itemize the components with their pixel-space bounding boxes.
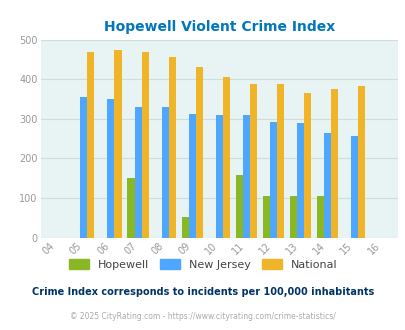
Bar: [303, 93, 310, 238]
Bar: [296, 123, 303, 238]
Bar: [168, 57, 175, 238]
Legend: Hopewell, New Jersey, National: Hopewell, New Jersey, National: [64, 255, 341, 274]
Bar: [107, 99, 114, 238]
Bar: [276, 84, 283, 238]
Bar: [323, 133, 330, 238]
Bar: [215, 115, 222, 238]
Bar: [195, 67, 202, 238]
Text: Crime Index corresponds to incidents per 100,000 inhabitants: Crime Index corresponds to incidents per…: [32, 287, 373, 297]
Bar: [330, 89, 337, 238]
Bar: [350, 136, 357, 238]
Bar: [161, 107, 168, 238]
Title: Hopewell Violent Crime Index: Hopewell Violent Crime Index: [103, 20, 334, 34]
Bar: [249, 84, 256, 238]
Bar: [114, 50, 121, 238]
Bar: [242, 115, 249, 238]
Bar: [316, 196, 323, 238]
Bar: [127, 178, 134, 238]
Bar: [289, 196, 296, 238]
Bar: [134, 107, 141, 238]
Bar: [357, 86, 364, 238]
Bar: [80, 97, 87, 238]
Bar: [141, 52, 148, 238]
Text: © 2025 CityRating.com - https://www.cityrating.com/crime-statistics/: © 2025 CityRating.com - https://www.city…: [70, 312, 335, 321]
Bar: [269, 121, 276, 238]
Bar: [181, 217, 188, 238]
Bar: [262, 196, 269, 238]
Bar: [87, 52, 94, 238]
Bar: [222, 77, 229, 238]
Bar: [188, 114, 195, 238]
Bar: [235, 176, 242, 238]
